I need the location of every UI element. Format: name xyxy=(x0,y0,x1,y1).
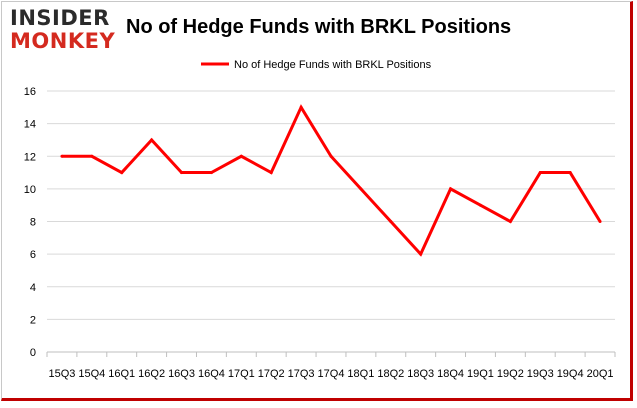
x-tick-label: 16Q3 xyxy=(168,368,195,380)
data-point xyxy=(538,171,542,175)
x-tick-label: 18Q1 xyxy=(347,368,374,380)
x-tick-label: 19Q4 xyxy=(557,368,584,380)
data-point xyxy=(239,154,243,158)
data-point xyxy=(359,187,363,191)
data-point xyxy=(209,171,213,175)
data-point xyxy=(389,220,393,223)
logo-line-2: MONKEY xyxy=(10,29,116,53)
data-point xyxy=(568,171,572,175)
y-tick-label: 8 xyxy=(30,217,36,229)
data-point xyxy=(299,105,303,109)
x-tick-label: 20Q1 xyxy=(587,368,614,380)
y-tick-label: 12 xyxy=(24,151,36,163)
data-point xyxy=(269,171,273,175)
chart-title: No of Hedge Funds with BRKL Positions xyxy=(126,16,512,38)
data-point xyxy=(598,220,602,223)
x-tick-label: 18Q3 xyxy=(407,368,434,380)
insider-monkey-logo: INSIDER MONKEY xyxy=(10,6,122,56)
x-tick-label: 17Q4 xyxy=(318,368,345,380)
x-tick-label: 16Q2 xyxy=(138,368,165,380)
x-tick-label: 18Q2 xyxy=(377,368,404,380)
x-tick-label: 17Q1 xyxy=(228,368,255,380)
y-tick-label: 14 xyxy=(24,119,36,131)
x-tick-label: 18Q4 xyxy=(437,368,464,380)
series-line xyxy=(61,104,602,257)
y-tick-label: 10 xyxy=(24,184,36,196)
y-tick-label: 6 xyxy=(30,249,36,261)
x-tick-label: 19Q2 xyxy=(497,368,524,380)
data-point xyxy=(90,154,94,158)
legend-label: No of Hedge Funds with BRKL Positions xyxy=(234,59,432,71)
x-tick-label: 19Q1 xyxy=(467,368,494,380)
chart-frame: INSIDER MONKEY No of Hedge Funds with BR… xyxy=(1,1,633,401)
y-tick-label: 4 xyxy=(30,282,36,294)
data-point xyxy=(60,154,64,158)
x-tick-label: 15Q3 xyxy=(48,368,75,380)
x-tick-label: 15Q4 xyxy=(78,368,105,380)
data-point xyxy=(150,138,154,142)
data-point xyxy=(449,187,453,191)
y-tick-label: 0 xyxy=(30,347,36,359)
x-tick-label: 19Q3 xyxy=(527,368,554,380)
data-point xyxy=(180,171,184,175)
data-point xyxy=(478,203,482,207)
logo-line-1: INSIDER xyxy=(10,6,110,30)
data-point xyxy=(120,171,124,175)
data-point xyxy=(419,252,423,256)
x-tick-label: 17Q2 xyxy=(258,368,285,380)
x-tick-label: 16Q1 xyxy=(108,368,135,380)
x-tick-label: 17Q3 xyxy=(288,368,315,380)
x-tick-label: 16Q4 xyxy=(198,368,225,380)
data-point xyxy=(508,220,512,223)
data-point xyxy=(329,154,333,158)
y-tick-label: 2 xyxy=(30,314,36,326)
y-tick-label: 16 xyxy=(24,86,36,98)
